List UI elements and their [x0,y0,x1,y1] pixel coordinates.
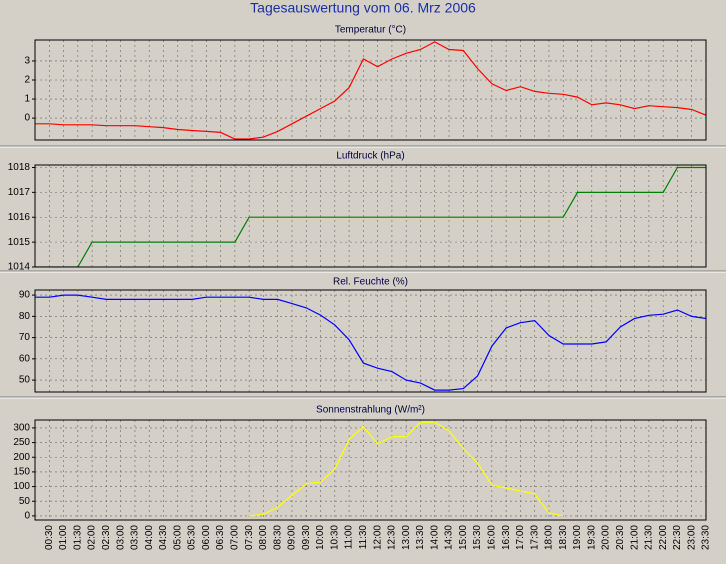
x-tick-label: 20:00 [601,525,612,550]
y-tick-label: 0 [24,113,30,124]
x-tick-label: 08:30 [272,525,283,550]
x-tick-label: 13:30 [415,525,426,550]
x-tick-label: 13:00 [401,525,412,550]
x-tick-label: 01:30 [72,525,83,550]
x-tick-label: 12:00 [372,525,383,550]
x-tick-label: 18:00 [544,525,555,550]
y-tick-label: 2 [24,75,30,86]
x-tick-label: 15:30 [472,525,483,550]
x-tick-label: 16:00 [486,525,497,550]
x-tick-label: 05:30 [187,525,198,550]
x-tick-label: 20:30 [615,525,626,550]
x-tick-label: 10:30 [329,525,340,550]
y-tick-label: 1015 [8,237,31,248]
x-tick-label: 08:00 [258,525,269,550]
y-tick-label: 0 [24,511,30,522]
x-tick-label: 06:00 [201,525,212,550]
x-tick-label: 03:30 [130,525,141,550]
x-tick-label: 04:00 [144,525,155,550]
x-tick-label: 19:30 [586,525,597,550]
y-tick-label: 1 [24,94,30,105]
x-tick-label: 14:30 [444,525,455,550]
y-tick-label: 50 [19,375,31,386]
x-tick-label: 16:30 [501,525,512,550]
data-line [35,41,706,140]
plot-frame [34,289,707,393]
y-tick-label: 3 [24,56,30,67]
x-tick-label: 07:30 [244,525,255,550]
plot-frame [34,419,707,521]
x-tick-label: 23:30 [701,525,712,550]
y-tick-label: 70 [19,332,31,343]
x-tick-label: 11:00 [344,525,355,550]
y-tick-label: 1014 [8,262,31,273]
x-tick-label: 04:30 [158,525,169,550]
y-tick-label: 300 [13,423,30,434]
y-tick-label: 1017 [8,187,31,198]
plot-frame [34,164,707,268]
x-tick-label: 01:00 [58,525,69,550]
y-tick-label: 90 [19,290,31,301]
x-tick-label: 19:00 [572,525,583,550]
x-tick-label: 09:00 [287,525,298,550]
page-title: Tagesauswertung vom 06. Mrz 2006 [250,0,476,16]
y-tick-label: 100 [13,481,30,492]
x-tick-label: 23:00 [686,525,697,550]
y-tick-label: 150 [13,467,30,478]
x-tick-label: 21:00 [629,525,640,550]
y-tick-label: 1016 [8,212,31,223]
x-tick-label: 18:30 [558,525,569,550]
x-tick-label: 17:30 [529,525,540,550]
x-tick-label: 09:30 [301,525,312,550]
x-tick-label: 06:30 [215,525,226,550]
x-tick-label: 21:30 [644,525,655,550]
x-tick-label: 12:30 [387,525,398,550]
x-tick-label: 17:00 [515,525,526,550]
y-tick-label: 200 [13,452,30,463]
panel-title: Luftdruck (hPa) [336,151,404,162]
data-line [35,294,706,391]
x-tick-label: 14:00 [429,525,440,550]
data-line [249,421,564,517]
x-tick-label: 07:00 [230,525,241,550]
y-tick-label: 50 [19,496,31,507]
x-tick-label: 22:00 [658,525,669,550]
x-tick-label: 11:30 [358,525,369,550]
panel-title: Rel. Feuchte (%) [333,277,408,288]
y-tick-label: 250 [13,437,30,448]
x-tick-label: 15:00 [458,525,469,550]
x-tick-label: 02:30 [101,525,112,550]
data-line [35,166,706,267]
panel-title: Sonnenstrahlung (W/m²) [316,405,425,416]
x-tick-label: 03:00 [115,525,126,550]
x-tick-label: 05:00 [172,525,183,550]
panel-title: Temperatur (°C) [335,25,406,36]
x-tick-label: 00:30 [44,525,55,550]
x-tick-label: 22:30 [672,525,683,550]
y-tick-label: 1018 [8,162,31,173]
x-tick-label: 02:00 [87,525,98,550]
y-tick-label: 60 [19,353,31,364]
y-tick-label: 80 [19,311,31,322]
plot-frame [34,39,707,141]
x-tick-label: 10:00 [315,525,326,550]
